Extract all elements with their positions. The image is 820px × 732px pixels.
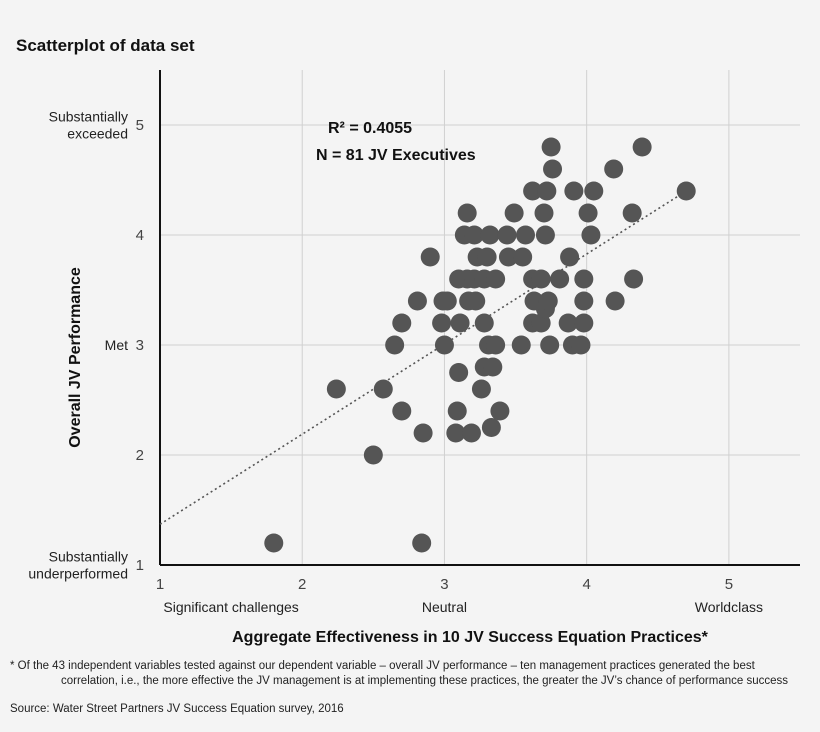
data-point-32	[574, 313, 594, 333]
data-point-60	[464, 225, 484, 245]
y-tick-label-3: 3	[136, 337, 144, 354]
x-tick-label-1: 1	[156, 576, 164, 593]
data-point-77	[604, 159, 624, 179]
data-point-70	[622, 203, 642, 223]
footnote: * Of the 43 independent variables tested…	[10, 659, 810, 689]
y-tick-label-2: 2	[136, 447, 144, 464]
x-tick-label-5: 5	[725, 576, 733, 593]
source-note: Source: Water Street Partners JV Success…	[10, 703, 344, 715]
data-point-50	[550, 269, 570, 289]
data-point-5	[446, 423, 466, 443]
data-point-2	[412, 533, 432, 553]
data-point-71	[523, 181, 543, 201]
y-tick-label-1: 1	[136, 557, 144, 574]
data-point-47	[486, 269, 506, 289]
data-point-4	[413, 423, 433, 443]
data-point-27	[450, 313, 470, 333]
data-point-31	[558, 313, 578, 333]
data-point-58	[560, 247, 580, 267]
data-point-11	[326, 379, 346, 399]
x-category-label-1: Significant challenges	[163, 599, 298, 615]
data-point-36	[437, 291, 457, 311]
data-point-68	[534, 203, 554, 223]
chart-title: Scatterplot of data set	[16, 36, 195, 55]
x-tick-label-2: 2	[298, 576, 306, 593]
data-point-64	[535, 225, 555, 245]
footnote-line-2: correlation, i.e., the more effective th…	[61, 675, 788, 687]
data-point-13	[471, 379, 491, 399]
data-point-73	[564, 181, 584, 201]
data-point-1	[264, 533, 284, 553]
data-point-78	[541, 137, 561, 157]
x-category-label-2: Neutral	[422, 599, 467, 615]
x-tick-label-4: 4	[582, 576, 590, 593]
data-point-7	[481, 418, 501, 437]
data-point-40	[538, 291, 558, 311]
data-point-51	[574, 269, 594, 289]
data-point-57	[513, 247, 533, 267]
data-point-8	[392, 401, 412, 421]
y-tick-label-4: 4	[136, 227, 144, 244]
data-point-65	[581, 225, 601, 245]
data-point-9	[447, 401, 467, 421]
data-point-41	[574, 291, 594, 311]
y-category-label-3-line-2: underperformed	[28, 566, 128, 582]
data-point-66	[457, 203, 477, 223]
x-category-label-3: Worldclass	[695, 599, 763, 615]
data-point-53	[420, 247, 440, 267]
data-point-26	[432, 313, 452, 333]
trendline	[159, 190, 687, 525]
data-point-30	[531, 313, 551, 333]
data-point-10	[490, 401, 510, 421]
data-point-28	[474, 313, 494, 333]
y-category-label-2-line-1: Met	[105, 337, 128, 353]
data-point-34	[407, 291, 427, 311]
data-point-75	[676, 181, 696, 201]
sample-size-annotation: N = 81 JV Executives	[316, 147, 476, 164]
data-point-6	[461, 423, 481, 443]
data-point-79	[632, 137, 652, 157]
y-category-label-1-line-2: exceeded	[67, 126, 128, 142]
data-point-12	[373, 379, 393, 399]
data-point-24	[571, 335, 591, 355]
y-tick-label-5: 5	[136, 117, 144, 134]
data-point-38	[466, 291, 486, 311]
data-point-55	[477, 247, 497, 267]
data-point-61	[480, 225, 500, 245]
data-point-56	[498, 247, 518, 267]
data-point-42	[605, 291, 625, 311]
data-point-49	[531, 269, 551, 289]
data-point-21	[511, 335, 531, 355]
data-point-62	[497, 225, 517, 245]
data-point-14	[449, 363, 469, 382]
y-category-label-1-line-1: Substantially	[49, 109, 128, 125]
data-point-67	[504, 203, 524, 223]
r-squared-annotation: R² = 0.4055	[328, 120, 412, 137]
data-point-74	[584, 181, 604, 201]
data-point-16	[483, 357, 503, 377]
y-category-label-3-line-1: Substantially	[49, 549, 128, 565]
data-point-76	[543, 159, 563, 179]
scatter-plot: 1 2 3 4 5 1 2 3 4 5 Significant challenges Neutral W…	[28, 70, 800, 646]
data-point-22	[540, 335, 560, 355]
data-point-69	[578, 203, 598, 223]
footnote-line-1: * Of the 43 independent variables tested…	[10, 660, 755, 672]
data-point-63	[516, 225, 536, 245]
data-point-25	[392, 313, 412, 333]
data-point-20	[486, 335, 506, 355]
y-axis-title: Overall JV Performance	[67, 267, 84, 448]
data-point-39	[524, 291, 544, 311]
data-point-3	[363, 445, 383, 465]
data-point-72	[537, 181, 557, 201]
data-point-18	[434, 335, 454, 355]
data-point-17	[385, 335, 405, 355]
x-tick-label-3: 3	[440, 576, 448, 593]
x-axis-title: Aggregate Effectiveness in 10 JV Success…	[232, 629, 709, 646]
data-point-52	[624, 269, 644, 289]
